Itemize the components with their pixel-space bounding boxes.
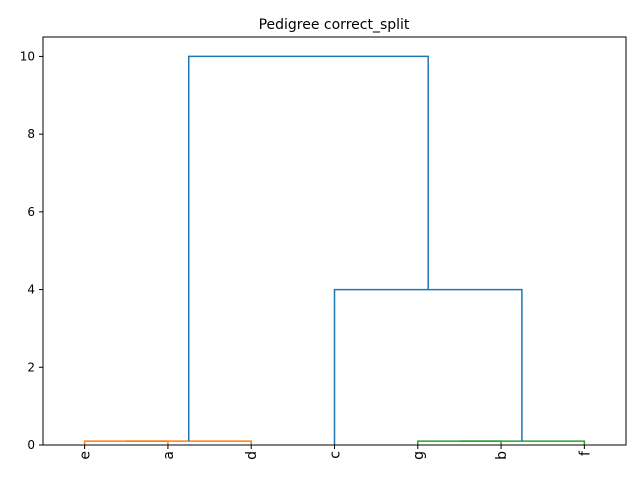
leaf-label-c: c (328, 451, 344, 459)
y-tick-label-3: 6 (27, 205, 35, 219)
leaf-label-e: e (78, 451, 94, 460)
dendrogram-link-3 (459, 440, 586, 445)
leaf-label-a: a (161, 451, 177, 460)
y-tick-label-1: 2 (27, 360, 35, 374)
leaf-label-b: b (494, 451, 510, 460)
leaf-label-f: f (577, 450, 593, 456)
y-axis: 0 2 4 6 8 10 (20, 49, 43, 452)
dendrogram-link-1 (126, 440, 252, 445)
dendrogram-link-4 (333, 288, 523, 445)
leaf-label-g: g (411, 451, 427, 460)
dendrogram-links (83, 55, 586, 445)
y-tick-label-2: 4 (27, 283, 35, 297)
dendrogram-link-5 (188, 55, 429, 442)
y-tick-label-5: 10 (20, 49, 35, 63)
leaf-label-d: d (244, 451, 260, 460)
y-tick-label-4: 8 (27, 127, 35, 141)
y-tick-label-0: 0 (27, 438, 35, 452)
dendrogram-link-2 (417, 440, 502, 445)
chart-title: Pedigree correct_split (259, 17, 410, 33)
